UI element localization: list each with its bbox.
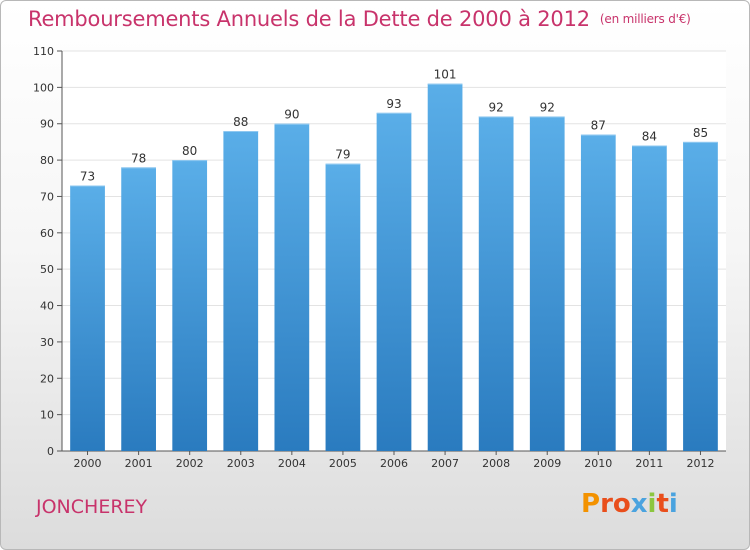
x-tick-label: 2009 bbox=[533, 457, 561, 470]
bar bbox=[70, 185, 105, 451]
bar-value-label: 92 bbox=[489, 100, 504, 114]
x-tick-label: 2005 bbox=[329, 457, 357, 470]
logo-letter: t bbox=[656, 489, 669, 519]
bar bbox=[427, 83, 463, 452]
x-tick-label: 2001 bbox=[125, 457, 153, 470]
logo-letter: r bbox=[600, 489, 613, 519]
bar-value-label: 84 bbox=[642, 130, 657, 144]
y-tick-label: 60 bbox=[40, 227, 54, 240]
bar-value-label: 92 bbox=[540, 100, 555, 114]
x-tick-label: 2006 bbox=[380, 457, 408, 470]
bar-value-label: 73 bbox=[80, 170, 95, 184]
bar-value-label: 93 bbox=[386, 97, 401, 111]
bar-value-label: 79 bbox=[335, 148, 350, 162]
x-tick-label: 2007 bbox=[431, 457, 459, 470]
x-tick-label: 2008 bbox=[482, 457, 510, 470]
bar-value-label: 90 bbox=[284, 108, 299, 122]
bar bbox=[121, 167, 156, 451]
logo-letter: x bbox=[630, 489, 648, 519]
y-tick-label: 30 bbox=[40, 336, 54, 349]
x-tick-label: 2011 bbox=[635, 457, 663, 470]
x-tick-label: 2004 bbox=[278, 457, 306, 470]
bar bbox=[478, 116, 514, 452]
bar bbox=[223, 131, 259, 451]
y-tick-label: 10 bbox=[40, 409, 54, 422]
x-tick-label: 2002 bbox=[176, 457, 204, 470]
y-tick-label: 70 bbox=[40, 190, 54, 203]
bar bbox=[632, 145, 667, 451]
y-tick-label: 20 bbox=[40, 372, 54, 385]
bar-value-label: 101 bbox=[434, 68, 457, 82]
x-tick-label: 2012 bbox=[686, 457, 714, 470]
proxiti-logo: Proxiti bbox=[581, 489, 678, 519]
logo-letter: o bbox=[612, 489, 631, 519]
bar bbox=[376, 112, 412, 452]
logo-letter: i bbox=[647, 489, 657, 519]
y-tick-label: 40 bbox=[40, 300, 54, 313]
bar-value-label: 88 bbox=[233, 115, 248, 129]
bar bbox=[580, 134, 616, 452]
bar bbox=[529, 116, 565, 452]
chart-title: Remboursements Annuels de la Dette de 20… bbox=[28, 7, 691, 31]
y-tick-label: 0 bbox=[47, 445, 54, 458]
y-tick-label: 110 bbox=[33, 45, 54, 58]
x-tick-label: 2010 bbox=[584, 457, 612, 470]
y-tick-label: 80 bbox=[40, 154, 54, 167]
logo-letter: P bbox=[581, 489, 601, 519]
y-tick-label: 100 bbox=[33, 81, 54, 94]
logo-letter: i bbox=[668, 489, 678, 519]
bar-value-label: 78 bbox=[131, 151, 146, 165]
x-tick-label: 2003 bbox=[227, 457, 255, 470]
chart-title-text: Remboursements Annuels de la Dette de 20… bbox=[28, 7, 590, 31]
bar bbox=[325, 163, 361, 451]
bar bbox=[274, 123, 310, 452]
commune-name: JONCHEREY bbox=[36, 496, 148, 518]
y-tick-label: 90 bbox=[40, 118, 54, 131]
bar bbox=[172, 160, 208, 451]
y-tick-label: 50 bbox=[40, 263, 54, 276]
bar-value-label: 85 bbox=[693, 126, 708, 140]
bar bbox=[683, 141, 718, 451]
bar-value-label: 80 bbox=[182, 144, 197, 158]
chart-unit-label: (en milliers d'€) bbox=[599, 12, 691, 26]
x-tick-label: 2000 bbox=[74, 457, 102, 470]
bar-value-label: 87 bbox=[591, 119, 606, 133]
